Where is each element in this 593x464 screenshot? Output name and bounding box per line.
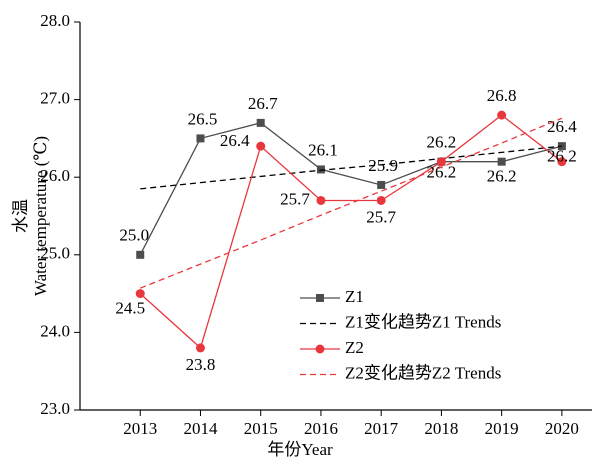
x-tick-label: 2017 (364, 419, 399, 438)
y-tick-label: 23.0 (40, 399, 70, 418)
data-label: 26.2 (427, 163, 457, 182)
legend-marker (315, 344, 325, 354)
x-axis-label: 年份Year (267, 440, 333, 459)
marker (377, 180, 386, 189)
series-line (139, 117, 563, 289)
marker (256, 118, 265, 127)
marker (436, 157, 446, 167)
y-tick-label: 27.0 (40, 89, 70, 108)
marker (135, 289, 145, 299)
marker (256, 141, 266, 151)
x-tick-label: 2013 (123, 419, 157, 438)
x-tick-label: 2016 (304, 419, 338, 438)
data-label: 26.4 (547, 117, 577, 136)
y-axis-label: Water temperature (℃) (31, 136, 50, 296)
data-label: 26.1 (308, 140, 338, 159)
data-label: 26.7 (248, 94, 278, 113)
series-line (139, 122, 563, 256)
marker (195, 343, 205, 353)
marker (316, 165, 325, 174)
y-tick-label: 25.0 (40, 244, 70, 263)
data-label: 24.5 (115, 299, 145, 318)
data-label: 26.2 (547, 147, 577, 166)
data-label: 26.2 (427, 133, 457, 152)
legend-label: Z2 (345, 338, 364, 357)
x-tick-label: 2015 (244, 419, 278, 438)
x-tick-label: 2018 (424, 419, 458, 438)
data-label: 26.8 (487, 86, 517, 105)
y-tick-label: 28.0 (40, 11, 70, 30)
legend-marker (316, 294, 324, 302)
y-tick-label: 24.0 (40, 321, 70, 340)
x-tick-label: 2019 (485, 419, 519, 438)
y-axis-label: 水温 (11, 199, 30, 233)
marker (497, 110, 507, 120)
x-tick-label: 2014 (183, 419, 218, 438)
x-tick-label: 2020 (545, 419, 579, 438)
data-label: 23.8 (186, 355, 216, 374)
data-label: 26.2 (487, 167, 517, 186)
legend-label: Z1 (345, 287, 364, 306)
y-tick-label: 26.0 (40, 166, 70, 185)
marker (376, 195, 386, 205)
marker (497, 157, 506, 166)
series-line (139, 114, 563, 350)
data-label: 25.7 (280, 189, 310, 208)
marker (136, 250, 145, 259)
data-label: 25.0 (119, 226, 149, 245)
data-label: 26.5 (188, 109, 218, 128)
legend-label: Z1变化趋势Z1 Trends (345, 312, 501, 331)
data-label: 25.9 (368, 156, 398, 175)
data-label: 26.4 (220, 131, 250, 150)
series-line (140, 145, 562, 190)
marker (316, 195, 326, 205)
marker (196, 134, 205, 143)
marker (557, 157, 567, 167)
legend-label: Z2变化趋势Z2 Trends (345, 363, 501, 382)
data-label: 25.7 (366, 207, 396, 226)
